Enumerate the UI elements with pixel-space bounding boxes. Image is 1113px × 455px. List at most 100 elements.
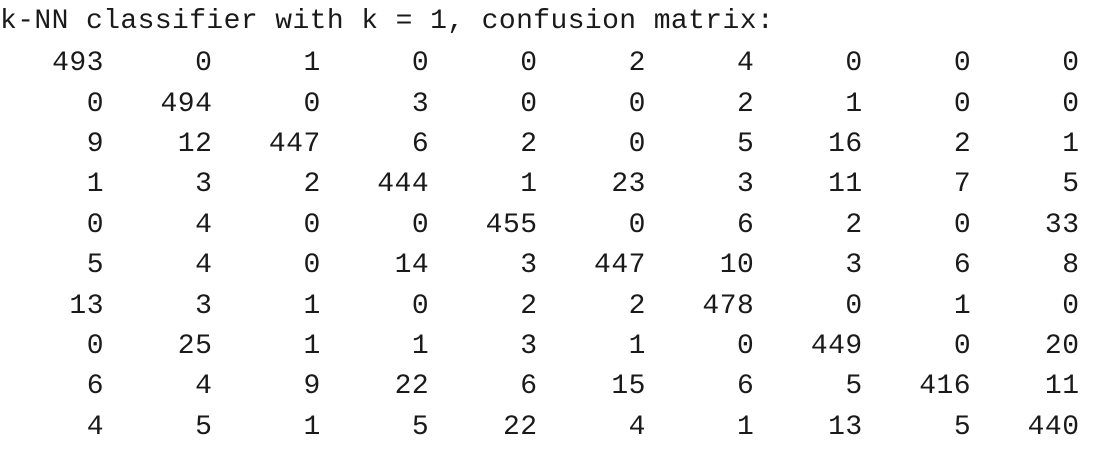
matrix-cell: 3 [520,330,538,362]
matrix-cell: 5 [1062,169,1080,201]
matrix-cell: 444 [377,169,430,201]
matrix-cell: 5 [195,411,213,443]
matrix-cell: 4 [195,371,213,403]
matrix-cell: 2 [845,209,863,241]
matrix-cell: 2 [628,48,646,80]
matrix-cell: 4 [737,48,755,80]
matrix-cell: 3 [845,250,863,282]
matrix-row: 0 494 0 3 0 0 2 1 0 0 [0,84,1100,124]
matrix-cell: 3 [195,169,213,201]
matrix-cell: 6 [737,371,755,403]
matrix-cell: 1 [953,290,972,322]
matrix-row: 9 12 447 6 2 0 5 16 2 1 [0,125,1100,165]
matrix-cell: 9 [303,371,321,403]
matrix-cell: 5 [737,128,755,160]
matrix-cell: 5 [845,371,863,403]
matrix-cell: 6 [86,371,104,403]
matrix-cell: 0 [953,330,972,362]
matrix-cell: 7 [953,169,972,201]
matrix-cell: 22 [502,411,538,443]
matrix-cell: 3 [195,290,213,322]
matrix-cell: 4 [86,411,104,443]
matrix-cell: 1 [628,330,646,362]
matrix-cell: 0 [953,209,972,241]
matrix-cell: 0 [1062,48,1080,80]
matrix-cell: 0 [411,48,430,80]
matrix-row: 0 4 0 0 455 0 6 2 0 33 [0,206,1100,246]
matrix-cell: 0 [411,209,430,241]
page-title: k-NN classifier with k = 1, confusion ma… [0,6,775,37]
matrix-cell: 0 [303,250,321,282]
matrix-cell: 5 [86,250,104,282]
matrix-cell: 455 [485,209,538,241]
matrix-row: 5 4 0 14 3 447 10 3 6 8 [0,246,1100,286]
matrix-cell: 11 [1044,371,1080,403]
matrix-cell: 494 [160,88,213,120]
matrix-row: 493 0 1 0 0 2 4 0 0 0 [0,44,1100,84]
matrix-cell: 1 [86,169,104,201]
matrix-row: 0 25 1 1 3 1 0 449 0 20 [0,327,1100,367]
matrix-cell: 0 [628,88,646,120]
matrix-cell: 10 [719,250,755,282]
matrix-cell: 0 [628,128,646,160]
matrix-cell: 3 [520,250,538,282]
matrix-cell: 1 [1062,128,1080,160]
matrix-cell: 2 [303,169,321,201]
matrix-cell: 2 [628,290,646,322]
matrix-row: 1 3 2 444 1 23 3 11 7 5 [0,165,1100,205]
matrix-cell: 0 [953,88,972,120]
matrix-cell: 2 [520,290,538,322]
matrix-cell: 1 [303,290,321,322]
matrix-cell: 8 [1062,250,1080,282]
matrix-cell: 22 [394,371,430,403]
confusion-matrix: 493 0 1 0 0 2 4 0 0 0 0 494 0 3 0 0 2 1 0 0 9 12 447 6 2 0 5 16 2 1 1 3… [0,44,1100,448]
matrix-row: 4 5 1 5 22 4 1 13 5 440 [0,408,1100,448]
matrix-cell: 447 [594,250,646,282]
matrix-cell: 13 [69,290,104,322]
matrix-cell: 12 [177,128,213,160]
matrix-cell: 1 [303,330,321,362]
matrix-cell: 0 [195,48,213,80]
matrix-cell: 0 [520,88,538,120]
matrix-cell: 416 [919,371,972,403]
matrix-cell: 4 [195,250,213,282]
matrix-cell: 0 [86,209,104,241]
matrix-cell: 0 [737,330,755,362]
matrix-cell: 0 [411,290,430,322]
matrix-cell: 0 [520,48,538,80]
matrix-cell: 0 [86,88,104,120]
matrix-cell: 4 [628,411,646,443]
matrix-cell: 2 [953,128,972,160]
matrix-cell: 3 [737,169,755,201]
matrix-cell: 0 [1062,290,1080,322]
matrix-cell: 0 [303,88,321,120]
matrix-cell: 3 [411,88,430,120]
matrix-cell: 0 [86,330,104,362]
matrix-cell: 5 [953,411,972,443]
matrix-cell: 14 [394,250,430,282]
matrix-cell: 440 [1027,411,1080,443]
matrix-cell: 33 [1044,209,1080,241]
matrix-cell: 0 [303,209,321,241]
matrix-cell: 449 [810,330,863,362]
matrix-cell: 2 [520,128,538,160]
matrix-cell: 1 [303,411,321,443]
matrix-row: 13 3 1 0 2 2 478 0 1 0 [0,286,1100,326]
matrix-cell: 25 [177,330,213,362]
matrix-row: 6 4 9 22 6 15 6 5 416 11 [0,367,1100,407]
matrix-cell: 0 [845,290,863,322]
matrix-cell: 11 [828,169,863,201]
matrix-cell: 16 [828,128,863,160]
matrix-cell: 6 [520,371,538,403]
matrix-cell: 15 [611,371,646,403]
matrix-cell: 1 [845,88,863,120]
matrix-cell: 493 [52,48,104,80]
matrix-cell: 5 [411,411,430,443]
matrix-cell: 13 [828,411,863,443]
matrix-cell: 478 [702,290,755,322]
matrix-cell: 0 [628,209,646,241]
matrix-cell: 4 [195,209,213,241]
matrix-cell: 6 [737,209,755,241]
matrix-cell: 6 [411,128,430,160]
matrix-cell: 1 [520,169,538,201]
